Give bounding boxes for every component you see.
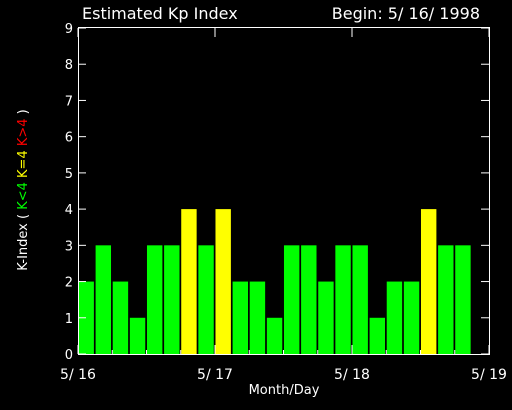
y-axis-label-part: K=4 <box>16 150 31 182</box>
plot-frame <box>78 27 490 355</box>
y-tick-label: 5 <box>65 167 73 182</box>
bar <box>403 281 420 354</box>
y-tick-label: 3 <box>65 239 73 254</box>
y-axis-label-part: K>4 <box>16 118 31 150</box>
bar <box>455 245 471 354</box>
y-tick-label: 8 <box>65 58 73 73</box>
bar-series <box>78 209 471 354</box>
bar <box>164 245 180 354</box>
bar <box>420 209 437 354</box>
y-axis: 0 1 2 3 4 5 6 7 8 9 <box>65 22 489 363</box>
y-axis-label-part: K-Index ( <box>16 214 31 271</box>
y-axis-label: K-Index ( K<4 K=4 K>4 ) <box>16 109 31 271</box>
y-tick-label: 6 <box>65 131 73 146</box>
bar <box>301 245 317 354</box>
y-tick-label: 9 <box>65 22 73 37</box>
x-tick-label: 5/ 18 <box>334 367 370 383</box>
bar <box>318 281 334 354</box>
bar <box>335 245 351 354</box>
bar <box>146 245 163 354</box>
chart-subtitle: Begin: 5/ 16/ 1998 <box>332 4 480 23</box>
y-axis-label-part: ) <box>16 109 31 118</box>
bar <box>181 209 197 354</box>
bar <box>249 281 266 354</box>
x-axis: 5/ 16 5/ 17 5/ 18 5/ 19 <box>60 28 507 383</box>
bar <box>112 281 129 354</box>
bar <box>352 245 368 354</box>
x-tick-label: 5/ 17 <box>197 367 233 383</box>
bar <box>95 245 112 354</box>
y-tick-label: 4 <box>65 203 73 218</box>
chart-title: Estimated Kp Index <box>82 4 238 23</box>
bar <box>232 281 249 354</box>
bar <box>386 281 403 354</box>
bar <box>198 245 214 354</box>
y-tick-label: 0 <box>65 348 73 363</box>
bar <box>129 317 146 354</box>
bar <box>438 245 454 354</box>
bar <box>215 209 231 354</box>
x-tick-label: 5/ 16 <box>60 367 96 383</box>
y-axis-label-part: K<4 <box>16 182 31 214</box>
y-tick-label: 2 <box>65 276 73 291</box>
bar <box>78 281 94 354</box>
bar <box>369 317 386 354</box>
bar <box>266 317 283 354</box>
x-axis-label: Month/Day <box>249 383 320 398</box>
bar <box>283 245 300 354</box>
y-tick-label: 7 <box>65 94 73 109</box>
x-tick-label: 5/ 19 <box>471 367 507 383</box>
y-tick-label: 1 <box>65 312 73 327</box>
